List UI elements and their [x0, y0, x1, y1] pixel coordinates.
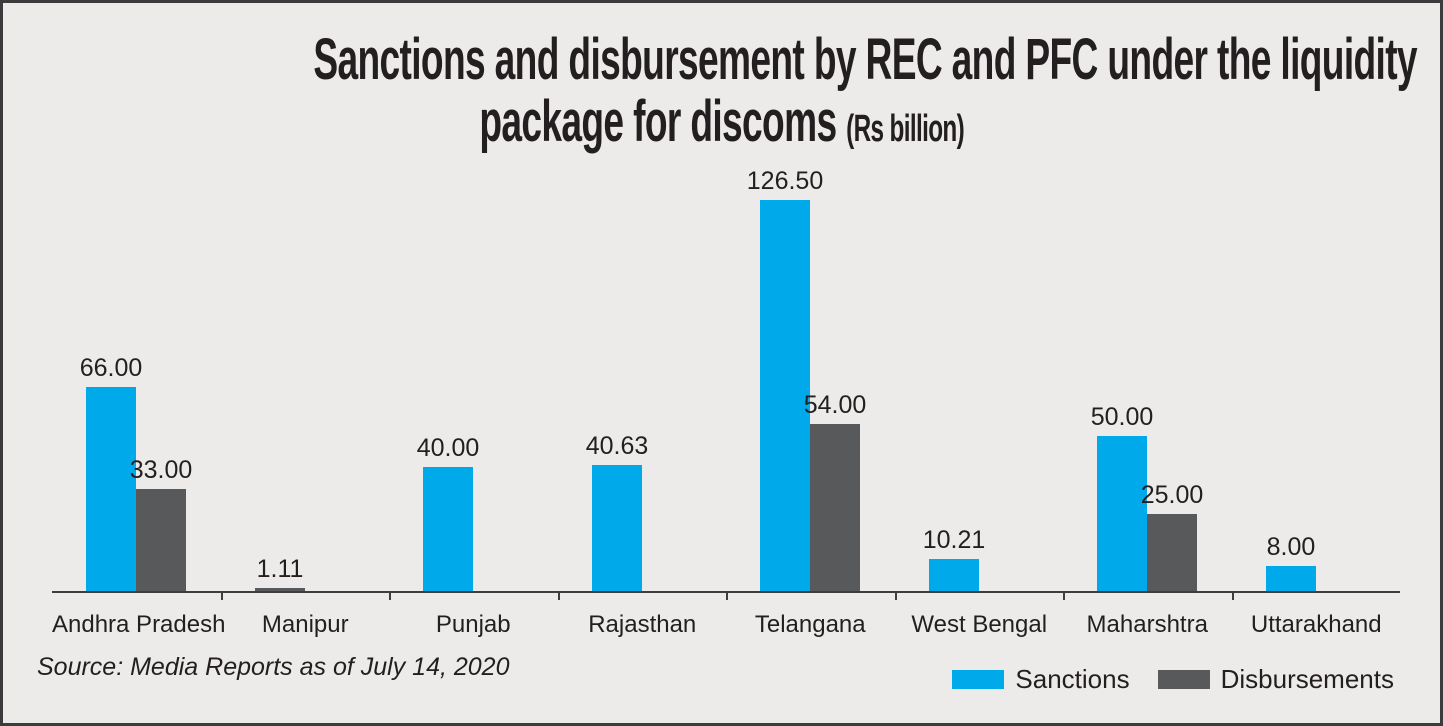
category-label-andhra-pradesh: Andhra Pradesh	[52, 611, 226, 638]
value-label-sanctions-uttarakhand: 8.00	[1266, 533, 1316, 561]
bar-disbursements-manipur	[255, 588, 305, 591]
category-label-maharshtra: Maharshtra	[1086, 611, 1208, 638]
chart-title-line2: package for discoms (Rs billion)	[3, 91, 1440, 160]
x-axis-tick	[1063, 591, 1065, 600]
chart-title: Sanctions and disbursement by REC and PF…	[3, 29, 1440, 160]
x-axis-tick	[221, 591, 223, 600]
x-axis-tick	[726, 591, 728, 600]
x-axis-tick	[389, 591, 391, 600]
value-label-disbursements-maharshtra: 25.00	[1140, 481, 1204, 509]
value-label-disbursements-telangana: 54.00	[803, 391, 867, 419]
legend-label-sanctions: Sanctions	[1015, 664, 1130, 694]
value-label-sanctions-telangana: 126.50	[746, 167, 824, 195]
x-axis-tick	[558, 591, 560, 600]
chart-title-unit: (Rs billion)	[845, 108, 965, 150]
bar-sanctions-uttarakhand	[1266, 566, 1316, 591]
x-axis-tick	[895, 591, 897, 600]
value-label-sanctions-punjab: 40.00	[416, 434, 480, 462]
category-label-west-bengal: West Bengal	[911, 611, 1048, 638]
value-label-sanctions-maharshtra: 50.00	[1090, 403, 1154, 431]
category-label-punjab: Punjab	[435, 611, 511, 638]
value-label-sanctions-west-bengal: 10.21	[922, 526, 986, 554]
bar-sanctions-andhra-pradesh	[86, 387, 136, 591]
legend: Sanctions Disbursements	[952, 664, 1394, 695]
value-label-sanctions-rajasthan: 40.63	[585, 432, 649, 460]
chart-title-line1: Sanctions and disbursement by REC and PF…	[3, 29, 1440, 91]
bar-disbursements-maharshtra	[1147, 514, 1197, 591]
plot-area: 66.00 33.00 Andhra Pradesh 1.11 Manipur 40.00…	[3, 3, 1440, 723]
bar-sanctions-west-bengal	[929, 559, 979, 591]
bar-sanctions-telangana	[760, 200, 810, 591]
value-label-sanctions-andhra-pradesh: 66.00	[79, 354, 143, 382]
bar-disbursements-telangana	[810, 424, 860, 591]
category-label-rajasthan: Rajasthan	[588, 611, 697, 638]
category-label-manipur: Manipur	[261, 611, 349, 638]
legend-item-disbursements: Disbursements	[1157, 664, 1394, 695]
value-label-disbursements-andhra-pradesh: 33.00	[129, 456, 193, 484]
disbursements-swatch-icon	[1157, 670, 1210, 689]
category-label-telangana: Telangana	[754, 611, 866, 638]
x-axis-tick	[1232, 591, 1234, 600]
sanctions-swatch-icon	[952, 670, 1005, 689]
bar-disbursements-andhra-pradesh	[136, 489, 186, 591]
legend-item-sanctions: Sanctions	[952, 664, 1130, 695]
bar-sanctions-rajasthan	[592, 465, 642, 591]
chart-title-line1-text: Sanctions and disbursement by REC and PF…	[313, 27, 1417, 92]
source-note: Source: Media Reports as of July 14, 202…	[37, 653, 510, 681]
value-label-disbursements-manipur: 1.11	[256, 555, 304, 583]
chart-title-line2-text: package for discoms	[479, 89, 837, 154]
bar-sanctions-maharshtra	[1097, 436, 1147, 591]
bar-sanctions-punjab	[423, 467, 473, 591]
legend-label-disbursements: Disbursements	[1220, 664, 1394, 694]
category-label-uttarakhand: Uttarakhand	[1250, 611, 1382, 638]
